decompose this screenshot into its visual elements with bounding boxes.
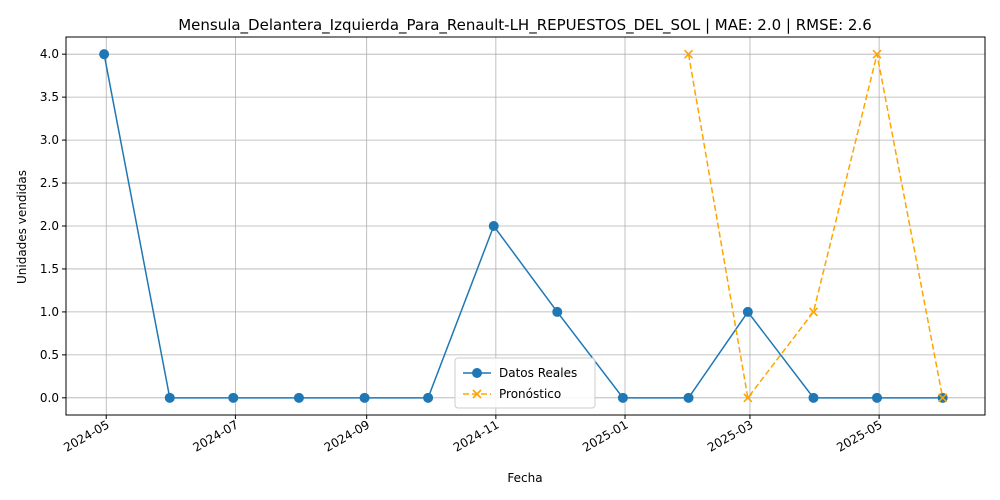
legend-label: Pronóstico [499, 387, 561, 401]
data-point [99, 49, 110, 60]
data-point [164, 392, 175, 403]
series-layer [99, 49, 948, 403]
y-axis-label: Unidades vendidas [15, 170, 29, 284]
x-tick-label: 2024-11 [451, 417, 501, 454]
chart-title: Mensula_Delantera_Izquierda_Para_Renault… [178, 16, 872, 35]
data-point [472, 389, 482, 399]
data-point [472, 368, 482, 378]
series-line [103, 54, 943, 399]
y-tick-label: 1.0 [40, 305, 59, 319]
y-tick-label: 2.0 [40, 219, 59, 233]
data-point [872, 49, 882, 59]
y-tick-label: 3.5 [40, 90, 59, 104]
y-axis-ticks: 0.0 0.5 1.0 1.5 2.0 2.5 3.0 3.5 4.0 [40, 47, 66, 405]
y-tick-label: 0.0 [40, 391, 59, 405]
x-tick-label: 2025-05 [834, 417, 884, 454]
data-point [228, 392, 239, 403]
data-point [808, 307, 819, 317]
data-point [683, 49, 694, 59]
x-tick-label: 2024-07 [190, 417, 240, 454]
y-tick-label: 2.5 [40, 176, 59, 190]
legend-entry: Pronóstico [463, 387, 561, 401]
data-point [552, 306, 563, 317]
x-axis-ticks: 2024-05 2024-07 2024-09 2024-11 2025-01 2025-… [61, 415, 885, 455]
x-tick-label: 2024-05 [61, 417, 111, 454]
x-tick-label: 2025-01 [580, 417, 630, 454]
y-tick-label: 4.0 [40, 47, 59, 61]
data-point [743, 393, 753, 403]
data-point [683, 392, 694, 403]
data-point [488, 221, 499, 231]
x-tick-label: 2024-09 [322, 417, 372, 454]
y-tick-label: 3.0 [40, 133, 59, 147]
legend: Datos Reales Pronóstico [454, 357, 596, 409]
y-tick-label: 1.5 [40, 262, 59, 276]
x-axis-label: Fecha [507, 471, 542, 485]
series-forecast [683, 49, 948, 403]
data-point [742, 306, 753, 317]
series-actual [99, 49, 948, 403]
data-point [938, 393, 948, 403]
data-point [617, 392, 628, 403]
y-tick-label: 0.5 [40, 348, 59, 362]
data-point [293, 392, 304, 403]
data-point [808, 392, 819, 403]
legend-box [454, 357, 596, 409]
legend-entry: Datos Reales [463, 366, 577, 380]
data-point [872, 392, 883, 403]
data-point [359, 392, 370, 403]
series-line [687, 54, 944, 400]
legend-label: Datos Reales [499, 366, 577, 380]
data-point [423, 392, 434, 403]
x-tick-label: 2025-03 [705, 417, 755, 454]
